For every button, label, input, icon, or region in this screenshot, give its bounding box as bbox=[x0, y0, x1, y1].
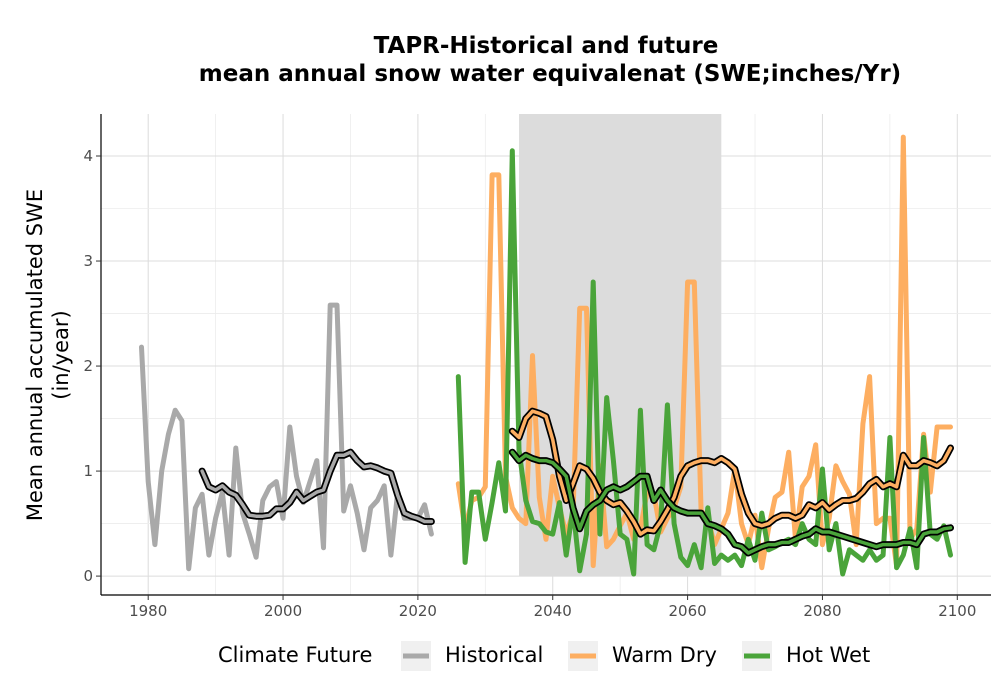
x-tick-label: 2000 bbox=[264, 602, 302, 620]
legend-label-warm-dry: Warm Dry bbox=[612, 643, 717, 667]
series-hot-wet-smooth bbox=[510, 450, 953, 555]
series-historical-smooth bbox=[200, 450, 434, 524]
y-tick-label: 1 bbox=[83, 462, 93, 480]
chart-subtitle: mean annual snow water equivalenat (SWE;… bbox=[199, 61, 901, 87]
legend-label-historical: Historical bbox=[445, 643, 543, 667]
x-tick-label: 2040 bbox=[534, 602, 572, 620]
series-historical bbox=[139, 302, 434, 572]
x-tick-label: 2020 bbox=[399, 602, 437, 620]
series-layer bbox=[139, 134, 954, 577]
y-tick-label: 3 bbox=[83, 252, 93, 270]
y-tick-label: 4 bbox=[83, 147, 93, 165]
x-tick-label: 1980 bbox=[129, 602, 167, 620]
legend: Climate Future Historical Warm Dry Hot W… bbox=[218, 641, 870, 671]
series-warm-dry-smooth bbox=[510, 409, 953, 536]
x-tick-label: 2060 bbox=[668, 602, 706, 620]
y-tick-label: 2 bbox=[83, 357, 93, 375]
y-axis-title-line2: (in/year) bbox=[49, 310, 73, 399]
chart-title: TAPR-Historical and future bbox=[374, 33, 719, 59]
x-tick-label: 2080 bbox=[803, 602, 841, 620]
x-tick-label: 2100 bbox=[938, 602, 976, 620]
legend-title: Climate Future bbox=[218, 643, 372, 667]
legend-label-hot-wet: Hot Wet bbox=[786, 643, 870, 667]
y-tick-label: 0 bbox=[83, 567, 93, 585]
series-hot-wet bbox=[455, 148, 953, 577]
tick-labels: 1980 2000 2020 2040 2060 2080 2100 0 1 2 3 4 bbox=[83, 147, 976, 620]
y-axis-title-line1: Mean annual accumulated SWE bbox=[23, 189, 47, 521]
axes bbox=[100, 114, 991, 596]
